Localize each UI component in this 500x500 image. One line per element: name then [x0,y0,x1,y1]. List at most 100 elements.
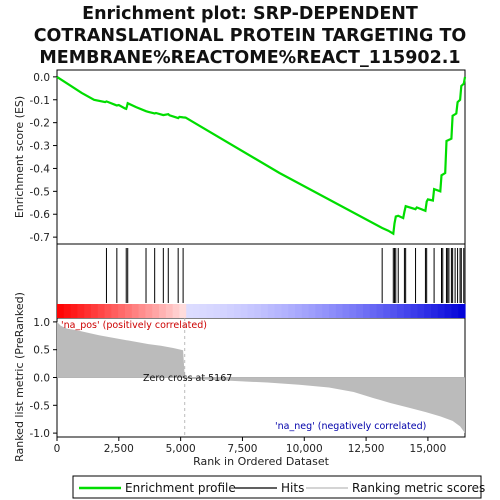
rank-color-cell [342,304,350,318]
rank-color-cell [227,304,235,318]
metric-y-axis-label: Ranked list metric (PreRanked) [13,292,26,462]
rank-color-cell [403,304,412,318]
rank-color-cell [145,304,153,318]
metric-y-tick-label: -0.5 [30,400,51,412]
rank-color-cell [240,304,248,318]
metric-y-tick-label: 0.0 [33,373,50,385]
rank-color-cell [233,304,242,318]
rank-color-bar [57,304,466,318]
positive-correlation-label: 'na_pos' (positively correlated) [61,320,207,331]
rank-color-cell [206,304,214,318]
rank-color-cell [267,304,276,318]
enrichment-profile-line [56,75,467,236]
rank-color-cell [172,304,180,318]
legend: Enrichment profile Hits Ranking metric s… [72,475,485,499]
rank-color-cell [335,304,344,318]
x-tick-label: 2,500 [104,443,134,455]
es-y-tick-label: -0.6 [30,209,51,221]
rank-color-cell [254,304,262,318]
rank-color-cell [138,304,146,318]
rank-color-cell [104,304,112,318]
rank-color-cell [247,304,255,318]
hit-marks [105,248,465,303]
rank-color-cell [444,304,452,318]
rank-color-cell [70,304,78,318]
rank-color-cell [97,304,106,318]
rank-color-cell [301,304,310,318]
negative-correlation-label: 'na_neg' (negatively correlated) [275,421,426,432]
rank-color-cell [179,304,187,318]
rank-color-cell [186,304,194,318]
rank-color-cell [159,304,167,318]
rank-color-cell [376,304,384,318]
rank-color-cell [431,304,439,318]
rank-color-cell [213,304,221,318]
rank-color-cell [349,304,357,318]
x-tick-label: 7,500 [227,443,257,455]
rank-color-cell [390,304,398,318]
rank-color-cell [118,304,126,318]
metric-y-axis: 1.0 0.5 0.0 -0.5 -1.0 [30,317,57,440]
zero-cross-label: Zero cross at 5167 [143,373,232,384]
chart-title-line-2: COTRANSLATIONAL PROTEIN TARGETING TO [34,26,467,46]
x-tick-label: 5,000 [166,443,196,455]
rank-color-cell [363,304,371,318]
rank-color-cell [91,304,99,318]
legend-enrichment-label: Enrichment profile [125,481,236,495]
es-y-tick-label: 0.0 [33,72,50,84]
rank-color-cell [322,304,330,318]
rank-color-cell [295,304,303,318]
rank-color-cell [131,304,140,318]
rank-color-cell [199,304,208,318]
rank-color-cell [111,304,119,318]
rank-color-cell [424,304,432,318]
es-panel-frame [56,69,466,245]
rank-color-cell [57,304,65,318]
rank-color-cell [220,304,228,318]
chart-title-line-3: MEMBRANE%REACTOME%REACT_115902.1 [39,48,460,68]
x-tick-label: 12,500 [348,443,385,455]
rank-color-cell [369,304,378,318]
es-y-tick-label: -0.5 [30,186,51,198]
metric-y-tick-label: 1.0 [33,317,50,329]
chart-title-line-1: Enrichment plot: SRP-DEPENDENT [82,4,418,24]
legend-box [72,475,482,499]
rank-color-cell [125,304,133,318]
rank-color-cell [165,304,174,318]
rank-color-cell [437,304,446,318]
rank-color-cell [261,304,269,318]
rank-color-cell [281,304,289,318]
rank-color-cell [63,304,72,318]
es-y-tick-label: -0.1 [30,95,51,107]
x-axis-label: Rank in Ordered Dataset [193,455,330,468]
es-y-axis-label: Enrichment score (ES) [13,96,26,218]
x-tick-label: 15,000 [410,443,447,455]
rank-color-cell [410,304,418,318]
rank-color-cell [288,304,296,318]
rank-color-cell [308,304,316,318]
rank-color-cell [84,304,92,318]
rank-color-cell [274,304,282,318]
rank-color-cell [356,304,364,318]
es-y-tick-label: -0.4 [30,163,51,175]
legend-metric-label: Ranking metric scores [352,481,485,495]
x-tick-label: 10,000 [286,443,323,455]
metric-y-tick-label: -1.0 [30,428,51,440]
es-y-axis: 0.0 -0.1 -0.2 -0.3 -0.4 -0.5 -0.6 -0.7 [30,72,57,244]
es-y-tick-label: -0.3 [30,141,51,153]
rank-color-cell [417,304,425,318]
x-tick-label: 0 [54,443,61,455]
rank-color-cell [329,304,337,318]
es-y-tick-label: -0.7 [30,232,51,244]
es-y-tick-label: -0.2 [30,118,51,130]
rank-color-cell [383,304,391,318]
metric-y-tick-label: 0.5 [33,345,50,357]
rank-color-cell [315,304,323,318]
rank-color-cell [458,304,466,318]
rank-color-cell [152,304,160,318]
rank-color-cell [193,304,201,318]
rank-color-cell [451,304,459,318]
legend-hits-label: Hits [281,481,304,495]
x-axis: 0 2,500 5,000 7,500 10,000 12,500 15,000 [54,437,447,455]
